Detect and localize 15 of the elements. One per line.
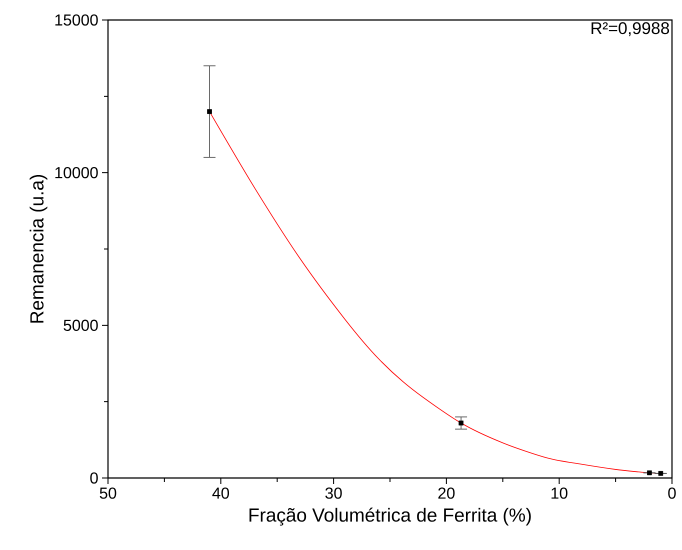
annotation: R²=0,9988	[592, 22, 670, 36]
x-tick-label: 30	[325, 488, 342, 499]
x-tick-label: 0	[668, 488, 676, 499]
y-tick-label: 10000	[55, 167, 98, 178]
x-tick-label: 10	[552, 488, 568, 499]
y-tick-label: 0	[90, 472, 98, 484]
y-tick-label: 5000	[64, 320, 98, 331]
x-axis-title: Fração Volumétrica de Ferrita (%)	[250, 508, 531, 526]
y-axis-title: Remanencia (u.a)	[30, 174, 48, 323]
point	[207, 109, 212, 114]
x-tick-label: 20	[438, 488, 455, 499]
y-tick-label: 15000	[55, 14, 98, 26]
x-tick-label: 50	[100, 488, 116, 499]
point	[458, 420, 464, 426]
x-tick-label: 40	[212, 488, 230, 499]
